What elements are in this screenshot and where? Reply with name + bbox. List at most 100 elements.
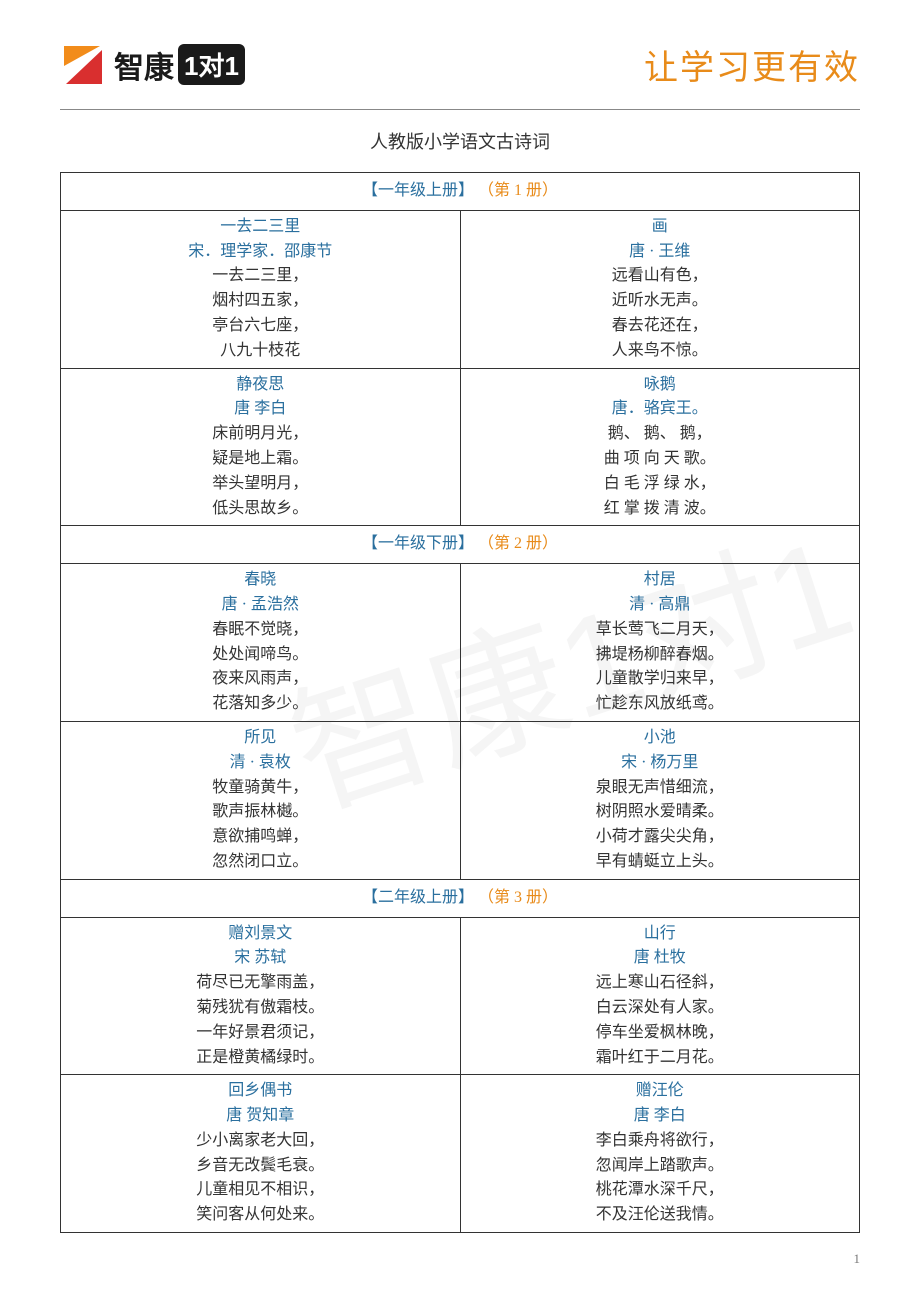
poem-author: 唐 杜牧: [467, 946, 854, 971]
poem-line: 举头望明月，: [67, 472, 454, 497]
poem-line: 儿童散学归来早，: [467, 667, 854, 692]
poem-title: 所见: [67, 726, 454, 751]
poem-line: 白 毛 浮 绿 水，: [467, 472, 854, 497]
poem-title: 春晓: [67, 568, 454, 593]
section-header: 【一年级上册】 （第 1 册）: [61, 173, 860, 211]
poem-line: 停车坐爱枫林晚，: [467, 1021, 854, 1046]
poem-title: 赠刘景文: [67, 922, 454, 947]
poem-title: 回乡偶书: [67, 1079, 454, 1104]
poem-title: 画: [467, 215, 854, 240]
poem-title: 赠汪伦: [467, 1079, 854, 1104]
poem-title: 一去二三里: [67, 215, 454, 240]
poem-line: 八九十枝花: [67, 339, 454, 364]
poem-cell: 村居清 · 高鼎草长莺飞二月天，拂堤杨柳醉春烟。儿童散学归来早，忙趁东风放纸鸢。: [460, 564, 860, 722]
poem-cell: 一去二三里宋．理学家．邵康节一去二三里，烟村四五家，亭台六七座，八九十枝花: [61, 210, 461, 368]
poem-line: 低头思故乡。: [67, 497, 454, 522]
poem-line: 夜来风雨声，: [67, 667, 454, 692]
brand-text: 智康 1对1: [114, 43, 245, 87]
poem-line: 少小离家老大回，: [67, 1129, 454, 1154]
poem-title: 村居: [467, 568, 854, 593]
page-header: 智康 1对1 让学习更有效: [60, 40, 860, 89]
section-bracket: 【二年级上册】: [362, 889, 474, 906]
poem-line: 歌声振林樾。: [67, 800, 454, 825]
poem-line: 处处闻啼鸟。: [67, 643, 454, 668]
poem-line: 正是橙黄橘绿时。: [67, 1046, 454, 1071]
poem-cell: 咏鹅唐．骆宾王。鹅、 鹅、 鹅，曲 项 向 天 歌。白 毛 浮 绿 水，红 掌 …: [460, 368, 860, 526]
poem-cell: 画唐 · 王维远看山有色，近听水无声。春去花还在，人来鸟不惊。: [460, 210, 860, 368]
poem-line: 拂堤杨柳醉春烟。: [467, 643, 854, 668]
poem-line: 不及汪伦送我情。: [467, 1203, 854, 1228]
poem-line: 远看山有色，: [467, 264, 854, 289]
section-bracket: 【一年级下册】: [362, 535, 474, 552]
poem-author: 唐 · 孟浩然: [67, 593, 454, 618]
poem-author: 清 · 袁枚: [67, 751, 454, 776]
poem-cell: 静夜思唐 李白床前明月光，疑是地上霜。举头望明月，低头思故乡。: [61, 368, 461, 526]
poem-line: 近听水无声。: [467, 289, 854, 314]
poem-cell: 赠汪伦唐 李白李白乘舟将欲行，忽闻岸上踏歌声。桃花潭水深千尺，不及汪伦送我情。: [460, 1075, 860, 1233]
poem-line: 一年好景君须记，: [67, 1021, 454, 1046]
logo-icon: [60, 42, 106, 88]
poem-line: 花落知多少。: [67, 692, 454, 717]
poem-cell: 回乡偶书唐 贺知章少小离家老大回，乡音无改鬓毛衰。儿童相见不相识，笑问客从何处来…: [61, 1075, 461, 1233]
poem-line: 红 掌 拨 清 波。: [467, 497, 854, 522]
poem-line: 春眠不觉晓，: [67, 618, 454, 643]
poem-line: 荷尽已无擎雨盖，: [67, 971, 454, 996]
poem-author: 唐 · 王维: [467, 240, 854, 265]
poem-cell: 春晓唐 · 孟浩然春眠不觉晓，处处闻啼鸟。夜来风雨声，花落知多少。: [61, 564, 461, 722]
brand-name: 智康: [114, 43, 174, 87]
section-header: 【一年级下册】 （第 2 册）: [61, 526, 860, 564]
poem-author: 宋 · 杨万里: [467, 751, 854, 776]
poem-line: 白云深处有人家。: [467, 996, 854, 1021]
poem-line: 早有蜻蜓立上头。: [467, 850, 854, 875]
poem-title: 咏鹅: [467, 373, 854, 398]
poem-line: 小荷才露尖尖角，: [467, 825, 854, 850]
poem-author: 宋．理学家．邵康节: [67, 240, 454, 265]
header-divider: [60, 109, 860, 110]
poem-line: 李白乘舟将欲行，: [467, 1129, 854, 1154]
poems-table: 【一年级上册】 （第 1 册）一去二三里宋．理学家．邵康节一去二三里，烟村四五家…: [60, 172, 860, 1233]
poem-author: 唐．骆宾王。: [467, 397, 854, 422]
poem-line: 忽然闭口立。: [67, 850, 454, 875]
poem-line: 疑是地上霜。: [67, 447, 454, 472]
poem-line: 泉眼无声惜细流，: [467, 776, 854, 801]
page-number: 1: [60, 1251, 860, 1267]
poem-line: 草长莺飞二月天，: [467, 618, 854, 643]
poem-line: 乡音无改鬓毛衰。: [67, 1154, 454, 1179]
poem-author: 唐 李白: [467, 1104, 854, 1129]
poem-title: 山行: [467, 922, 854, 947]
poem-cell: 小池宋 · 杨万里泉眼无声惜细流，树阴照水爱晴柔。小荷才露尖尖角，早有蜻蜓立上头…: [460, 721, 860, 879]
poem-line: 远上寒山石径斜，: [467, 971, 854, 996]
poem-line: 树阴照水爱晴柔。: [467, 800, 854, 825]
poem-cell: 所见清 · 袁枚牧童骑黄牛，歌声振林樾。意欲捕鸣蝉，忽然闭口立。: [61, 721, 461, 879]
poem-line: 桃花潭水深千尺，: [467, 1178, 854, 1203]
poem-author: 唐 李白: [67, 397, 454, 422]
poem-line: 曲 项 向 天 歌。: [467, 447, 854, 472]
poem-line: 忙趁东风放纸鸢。: [467, 692, 854, 717]
brand-badge: 1对1: [178, 44, 245, 85]
section-volume: （第 3 册）: [478, 889, 558, 906]
poem-line: 床前明月光，: [67, 422, 454, 447]
poem-author: 宋 苏轼: [67, 946, 454, 971]
poem-line: 意欲捕鸣蝉，: [67, 825, 454, 850]
poem-author: 唐 贺知章: [67, 1104, 454, 1129]
document-title: 人教版小学语文古诗词: [60, 128, 860, 154]
poem-line: 一去二三里，: [67, 264, 454, 289]
poem-line: 牧童骑黄牛，: [67, 776, 454, 801]
poem-line: 儿童相见不相识，: [67, 1178, 454, 1203]
poem-cell: 山行唐 杜牧远上寒山石径斜，白云深处有人家。停车坐爱枫林晚，霜叶红于二月花。: [460, 917, 860, 1075]
poem-title: 小池: [467, 726, 854, 751]
section-bracket: 【一年级上册】: [362, 182, 474, 199]
poem-line: 霜叶红于二月花。: [467, 1046, 854, 1071]
poem-title: 静夜思: [67, 373, 454, 398]
poem-cell: 赠刘景文宋 苏轼荷尽已无擎雨盖，菊残犹有傲霜枝。一年好景君须记，正是橙黄橘绿时。: [61, 917, 461, 1075]
section-header: 【二年级上册】 （第 3 册）: [61, 879, 860, 917]
poem-line: 忽闻岸上踏歌声。: [467, 1154, 854, 1179]
section-volume: （第 2 册）: [478, 535, 558, 552]
poem-line: 烟村四五家，: [67, 289, 454, 314]
poem-line: 菊残犹有傲霜枝。: [67, 996, 454, 1021]
poem-line: 春去花还在，: [467, 314, 854, 339]
section-volume: （第 1 册）: [478, 182, 558, 199]
poem-line: 亭台六七座，: [67, 314, 454, 339]
brand-logo: 智康 1对1: [60, 42, 245, 88]
poem-line: 人来鸟不惊。: [467, 339, 854, 364]
